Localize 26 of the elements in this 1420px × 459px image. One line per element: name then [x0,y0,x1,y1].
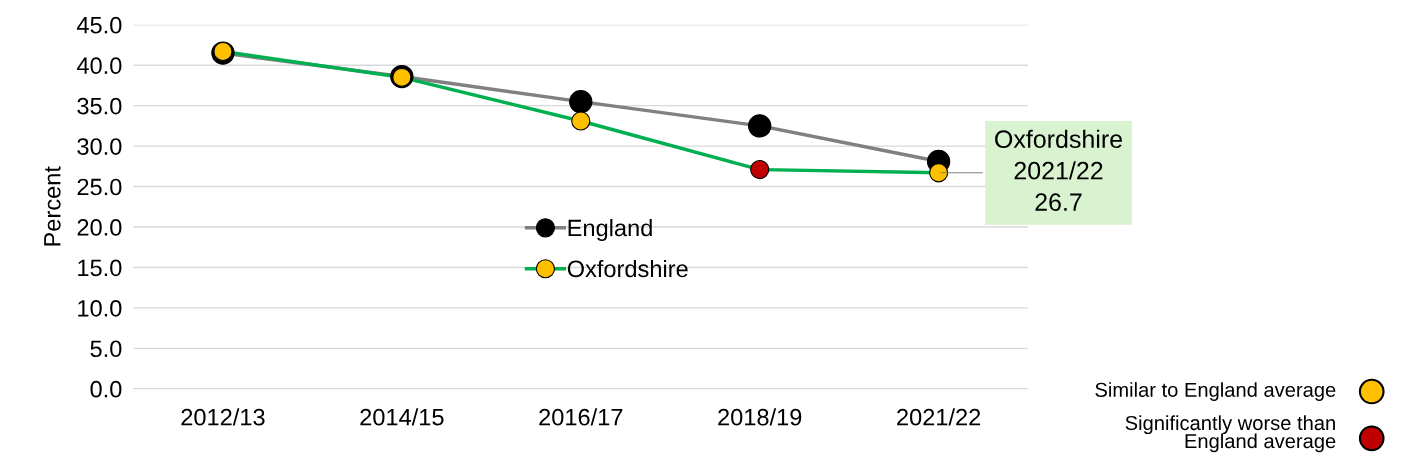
point [750,159,770,180]
point [929,163,949,183]
text: Similar to England average [1095,382,1336,401]
x-tick-label: 2012/13 [181,408,265,426]
text: Significantly worse than England average [1125,415,1336,453]
point [569,89,593,114]
point [571,111,591,131]
y-tick-label: 0.0 [90,380,122,398]
x-tick-label: 2021/22 [897,408,981,426]
annotation: Oxfordshire 2021/22 26.7 [995,129,1122,211]
y-tick-label: 20.0 [77,219,122,236]
y-tick-label: 5.0 [90,340,122,358]
y-tick-label: 15.0 [78,259,122,277]
y-axis-title: Percent [44,166,61,246]
y-tick-label: 25.0 [77,178,122,196]
y-tick-label: 40.0 [76,57,122,75]
y-tick-label: 35.0 [77,97,122,115]
y-tick-label: 45.0 [76,16,122,34]
legend-label: England [568,219,652,242]
point [748,114,772,138]
legend-label: Oxfordshire [567,259,688,278]
x-tick-label: 2018/19 [718,408,802,426]
x-tick-label: 2016/17 [539,408,623,426]
y-tick-label: 10.0 [78,299,122,317]
x-tick-label: 2014/15 [360,408,444,426]
y-tick-label: 30.0 [77,138,122,155]
